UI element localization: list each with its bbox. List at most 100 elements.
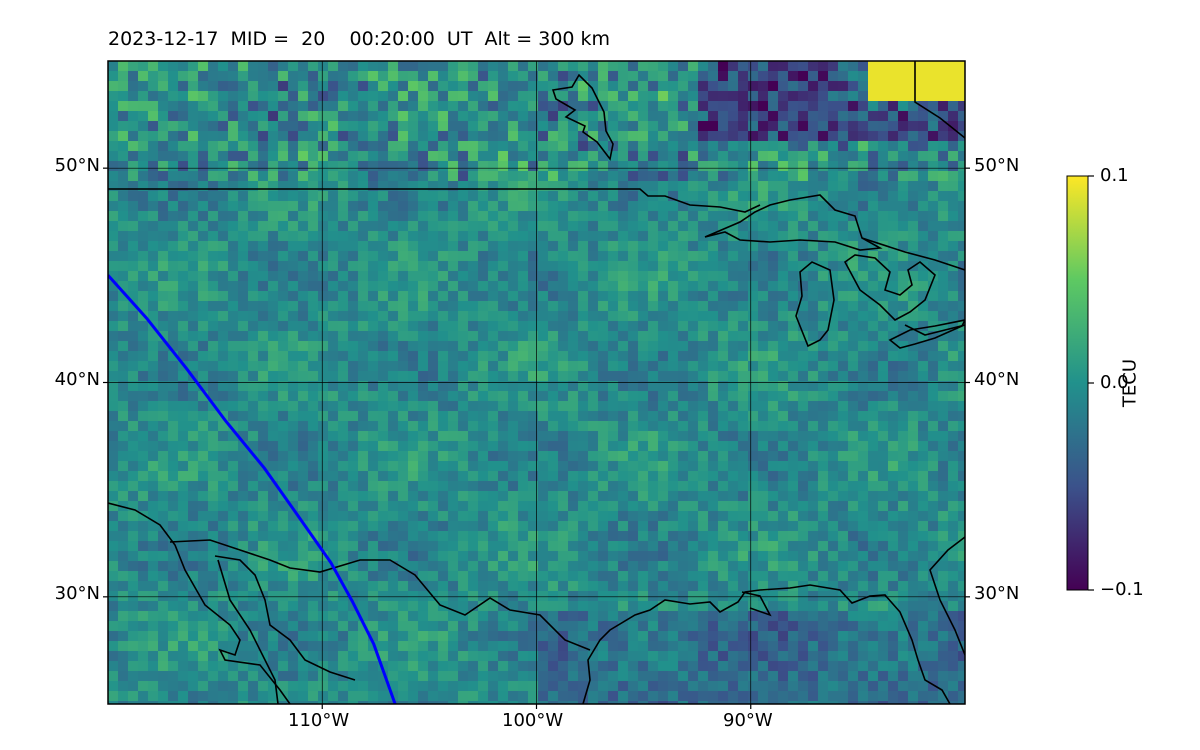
heatmap-cell <box>148 571 158 581</box>
heatmap-cell <box>858 231 868 241</box>
heatmap-cell <box>748 541 758 551</box>
heatmap-cell <box>878 131 888 141</box>
heatmap-cell <box>468 561 478 571</box>
heatmap-cell <box>748 121 758 131</box>
heatmap-cell <box>588 431 598 441</box>
heatmap-cell <box>888 411 898 421</box>
heatmap-cell <box>778 141 788 151</box>
heatmap-cell <box>688 561 698 571</box>
heatmap-cell <box>198 351 208 361</box>
heatmap-cell <box>448 311 458 321</box>
heatmap-cell <box>168 171 178 181</box>
heatmap-cell <box>488 71 498 81</box>
heatmap-cell <box>238 121 248 131</box>
heatmap-cell <box>888 191 898 201</box>
heatmap-cell <box>438 201 448 211</box>
heatmap-cell <box>108 91 118 101</box>
heatmap-cell <box>898 121 908 131</box>
heatmap-cell <box>348 571 358 581</box>
heatmap-cell <box>538 531 548 541</box>
heatmap-cell <box>588 631 598 641</box>
heatmap-cell <box>438 481 448 491</box>
heatmap-cell <box>108 311 118 321</box>
heatmap-cell <box>368 151 378 161</box>
heatmap-cell <box>528 351 538 361</box>
heatmap-cell <box>298 481 308 491</box>
heatmap-cell <box>388 131 398 141</box>
heatmap-cell <box>678 271 688 281</box>
heatmap-cell <box>448 161 458 171</box>
heatmap-cell <box>198 121 208 131</box>
heatmap-cell <box>758 101 768 111</box>
heatmap-cell <box>768 221 778 231</box>
heatmap-cell <box>408 251 418 261</box>
heatmap-cell <box>828 631 838 641</box>
heatmap-cell <box>138 491 148 501</box>
heatmap-cell <box>578 491 588 501</box>
heatmap-cell <box>908 461 918 471</box>
heatmap-cell <box>528 61 538 71</box>
heatmap-cell <box>568 461 578 471</box>
heatmap-cell <box>918 481 928 491</box>
heatmap-cell <box>128 441 138 451</box>
heatmap-cell <box>938 561 948 571</box>
heatmap-cell <box>338 531 348 541</box>
heatmap-cell <box>788 101 798 111</box>
heatmap-cell <box>458 181 468 191</box>
heatmap-cell <box>158 351 168 361</box>
heatmap-cell <box>528 551 538 561</box>
heatmap-cell <box>368 161 378 171</box>
heatmap-cell <box>448 331 458 341</box>
heatmap-cell <box>648 291 658 301</box>
heatmap-cell <box>508 121 518 131</box>
heatmap-cell <box>798 171 808 181</box>
heatmap-cell <box>598 381 608 391</box>
heatmap-cell <box>398 171 408 181</box>
heatmap-cell <box>598 501 608 511</box>
heatmap-cell <box>928 101 938 111</box>
heatmap-cell <box>178 621 188 631</box>
heatmap-cell <box>438 291 448 301</box>
heatmap-cell <box>138 241 148 251</box>
heatmap-cell <box>828 261 838 271</box>
heatmap-cell <box>938 481 948 491</box>
heatmap-cell <box>818 121 828 131</box>
heatmap-cell <box>338 561 348 571</box>
heatmap-cell <box>878 331 888 341</box>
heatmap-cell <box>198 401 208 411</box>
heatmap-cell <box>738 201 748 211</box>
heatmap-cell <box>108 331 118 341</box>
heatmap-cell <box>498 391 508 401</box>
heatmap-cell <box>778 571 788 581</box>
heatmap-cell <box>708 61 718 71</box>
heatmap-cell <box>908 291 918 301</box>
heatmap-cell <box>428 301 438 311</box>
heatmap-cell <box>948 631 958 641</box>
heatmap-cell <box>108 601 118 611</box>
heatmap-cell <box>298 181 308 191</box>
heatmap-cell <box>188 631 198 641</box>
heatmap-cell <box>898 421 908 431</box>
heatmap-cell <box>398 71 408 81</box>
heatmap-cell <box>148 541 158 551</box>
heatmap-cell <box>698 231 708 241</box>
heatmap-cell <box>788 551 798 561</box>
heatmap-cell <box>858 611 868 621</box>
heatmap-cell <box>298 391 308 401</box>
heatmap-cell <box>638 591 648 601</box>
heatmap-cell <box>898 91 908 101</box>
heatmap-cell <box>578 101 588 111</box>
heatmap-cell <box>648 621 658 631</box>
heatmap-cell <box>408 491 418 501</box>
heatmap-cell <box>778 191 788 201</box>
heatmap-cell <box>498 531 508 541</box>
heatmap-cell <box>588 591 598 601</box>
heatmap-cell <box>488 161 498 171</box>
heatmap-cell <box>798 381 808 391</box>
heatmap-cell <box>948 421 958 431</box>
heatmap-cell <box>408 61 418 71</box>
heatmap-cell <box>468 301 478 311</box>
heatmap-cell <box>398 151 408 161</box>
heatmap-cell <box>308 151 318 161</box>
heatmap-cell <box>568 581 578 591</box>
